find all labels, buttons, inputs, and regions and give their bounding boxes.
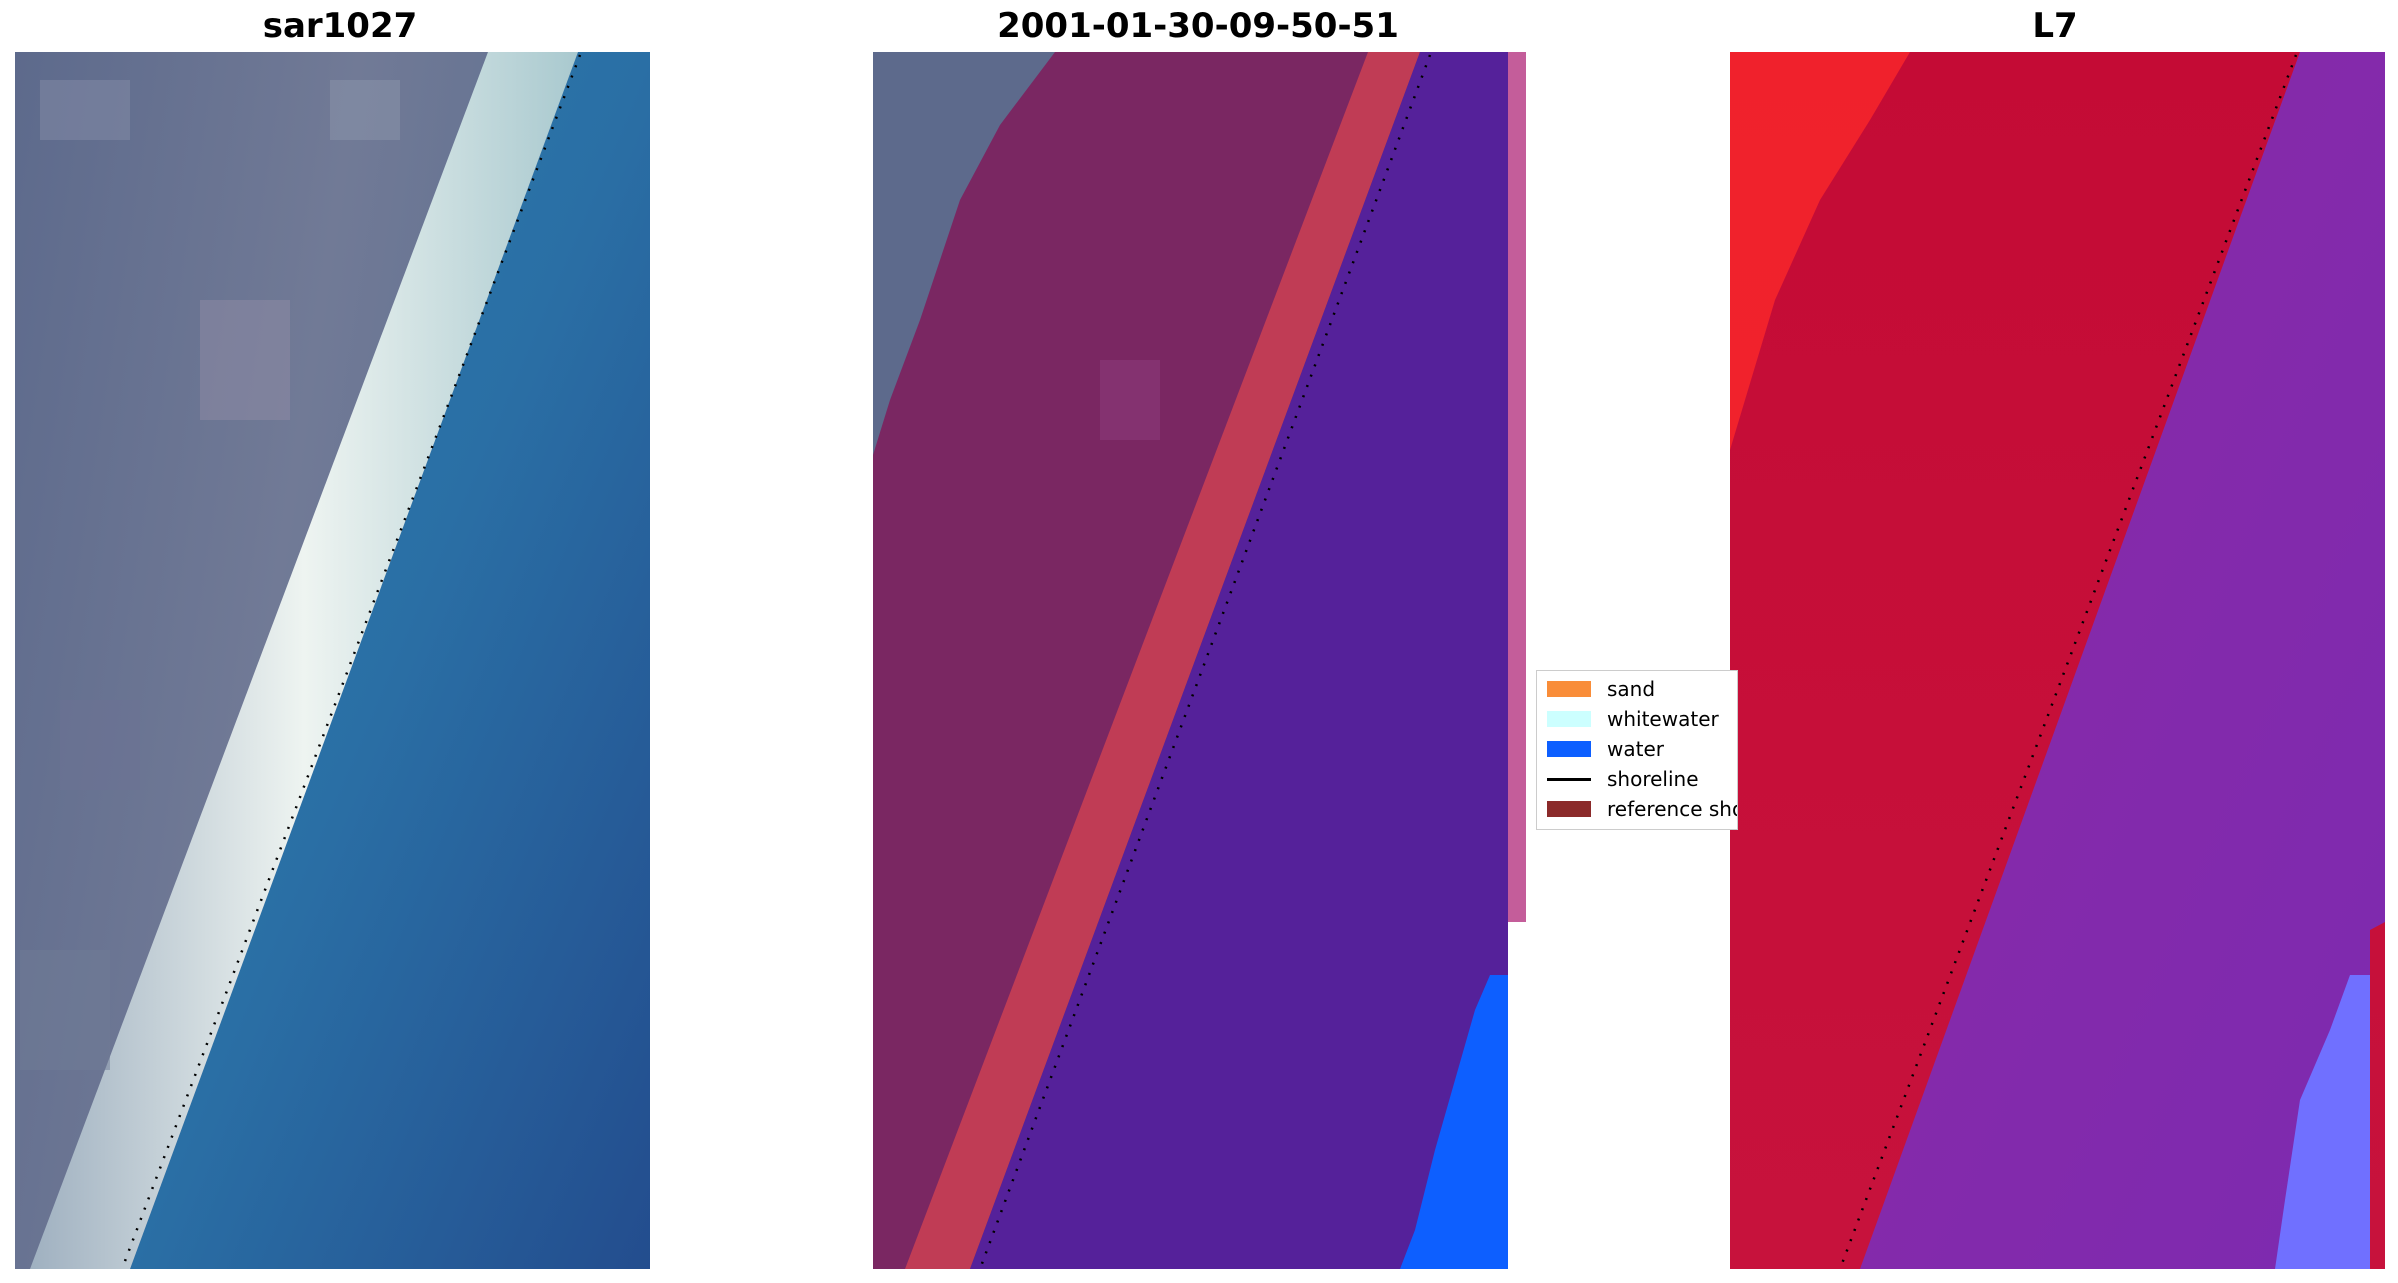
- legend: sand whitewater water shoreline referenc…: [1536, 670, 1738, 830]
- l7-image: [1730, 52, 2385, 1270]
- legend-item-sand: sand: [1547, 677, 1655, 701]
- legend-swatch-shoreline: [1547, 777, 1591, 781]
- l7-water: [1860, 52, 2385, 1269]
- classified-water: [970, 52, 1508, 1269]
- legend-item-shoreline: shoreline: [1547, 767, 1699, 791]
- legend-item-water: water: [1547, 737, 1664, 761]
- classified-reference-strip: [1508, 52, 1526, 922]
- l7-bright-water: [2275, 975, 2370, 1269]
- legend-label-shoreline: shoreline: [1607, 767, 1699, 791]
- rgb-water: [130, 52, 650, 1269]
- classified-water-blue: [1400, 975, 1508, 1269]
- legend-swatch-whitewater: [1547, 711, 1591, 727]
- legend-label-sand: sand: [1607, 677, 1656, 701]
- classified-image: [873, 52, 1526, 1270]
- legend-label-water: water: [1607, 737, 1664, 761]
- legend-swatch-reference-shoreline: [1547, 801, 1591, 817]
- panel-title-rgb: sar1027: [262, 6, 418, 46]
- classified-shoreline: [978, 54, 1432, 1270]
- classified-unmasked-land: [873, 52, 1055, 455]
- legend-item-whitewater: whitewater: [1547, 707, 1719, 731]
- legend-swatch-sand: [1547, 681, 1591, 697]
- legend-label-reference-shoreline: reference shoreline: [1607, 797, 1737, 821]
- legend-swatch-water: [1547, 741, 1591, 757]
- rgb-beach: [30, 52, 578, 1269]
- legend-label-whitewater: whitewater: [1607, 707, 1719, 731]
- l7-bright-land: [1730, 52, 1910, 450]
- classified-sand: [905, 52, 1420, 1269]
- rgb-image: [15, 52, 650, 1270]
- legend-item-reference-shoreline: reference shoreline: [1547, 797, 1737, 821]
- panel-title-classified: 2001-01-30-09-50-51: [997, 6, 1399, 46]
- panel-title-index: L7: [2032, 6, 2078, 46]
